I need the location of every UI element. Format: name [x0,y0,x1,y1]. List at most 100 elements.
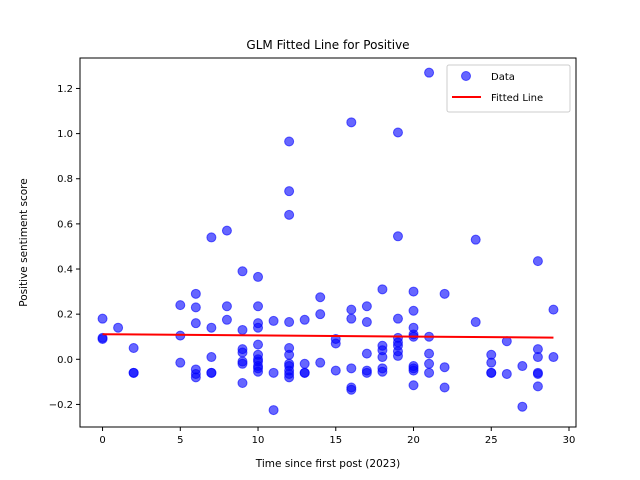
data-point [237,324,248,335]
data-point [268,405,279,416]
y-tick-label: 0.8 [57,174,73,185]
data-point [377,366,388,377]
data-point [237,347,248,358]
data-point [284,372,295,383]
y-tick-label: 0.2 [57,310,73,321]
data-point [315,309,326,320]
data-point [424,67,435,78]
data-point [532,256,543,267]
x-axis: 0 5 10 15 20 25 30 [99,427,575,446]
data-point [221,225,232,236]
data-point [299,314,310,325]
y-axis: −0.2 0.0 0.2 0.4 0.6 0.8 1.0 1.2 [49,84,80,411]
data-point [206,322,217,333]
data-point [517,361,528,372]
data-point [470,317,481,328]
data-point [128,343,139,354]
data-point [501,368,512,379]
data-point [175,357,186,368]
data-point [346,384,357,395]
chart-title: GLM Fitted Line for Positive [246,38,409,52]
data-point [548,352,559,363]
data-point [284,209,295,220]
data-point [439,362,450,373]
data-point [128,367,139,378]
data-point [439,382,450,393]
y-tick-label: 1.0 [57,129,73,140]
data-point [392,313,403,324]
data-point [346,313,357,324]
x-tick-label: 10 [252,435,265,446]
data-point [299,358,310,369]
data-point [330,338,341,349]
data-point [113,322,124,333]
data-point [253,271,264,282]
data-point [361,367,372,378]
legend-fit-label: Fitted Line [491,93,543,104]
data-point [97,332,108,343]
data-point [532,381,543,392]
data-point [206,352,217,363]
data-point [206,232,217,243]
data-point [377,284,388,295]
data-point [424,358,435,369]
legend-data-label: Data [491,72,515,83]
data-point [284,349,295,360]
fitted-line [102,333,554,339]
data-point [315,357,326,368]
data-point [330,365,341,376]
data-point [284,317,295,328]
data-point [377,352,388,363]
x-tick-label: 0 [99,435,105,446]
data-point [190,302,201,313]
data-point [408,365,419,376]
data-point [237,377,248,388]
x-axis-label: Time since first post (2023) [255,458,400,470]
scatter-points-layer [97,67,559,416]
data-point [361,301,372,312]
data-point [392,231,403,242]
data-point [486,357,497,368]
data-point [175,300,186,311]
data-point [408,286,419,297]
data-point [346,363,357,374]
data-point [190,318,201,329]
data-point [532,368,543,379]
data-point [548,304,559,315]
data-point [470,234,481,245]
data-point [361,348,372,359]
data-point [361,317,372,328]
legend-data-marker [461,71,471,81]
legend-frame [446,64,571,113]
legend: Data Fitted Line [446,64,571,113]
data-point [532,352,543,363]
data-point [253,301,264,312]
x-tick-label: 30 [563,435,576,446]
data-point [190,372,201,383]
plot-area [97,67,559,416]
data-point [97,313,108,324]
data-point [221,314,232,325]
plot-frame [79,57,577,428]
data-point [284,186,295,197]
data-point [206,367,217,378]
data-point [253,322,264,333]
data-point [253,339,264,350]
data-point [424,348,435,359]
x-tick-label: 20 [407,435,420,446]
data-point [268,315,279,326]
data-point [190,288,201,299]
x-tick-label: 5 [177,435,183,446]
data-point [346,117,357,128]
data-point [346,304,357,315]
x-tick-label: 25 [485,435,498,446]
y-tick-label: 0.6 [57,219,73,230]
y-tick-label: 0.4 [57,265,73,276]
data-point [268,367,279,378]
data-point [284,136,295,147]
data-point [486,367,497,378]
data-point [392,350,403,361]
y-tick-label: 1.2 [57,84,73,95]
data-point [439,288,450,299]
